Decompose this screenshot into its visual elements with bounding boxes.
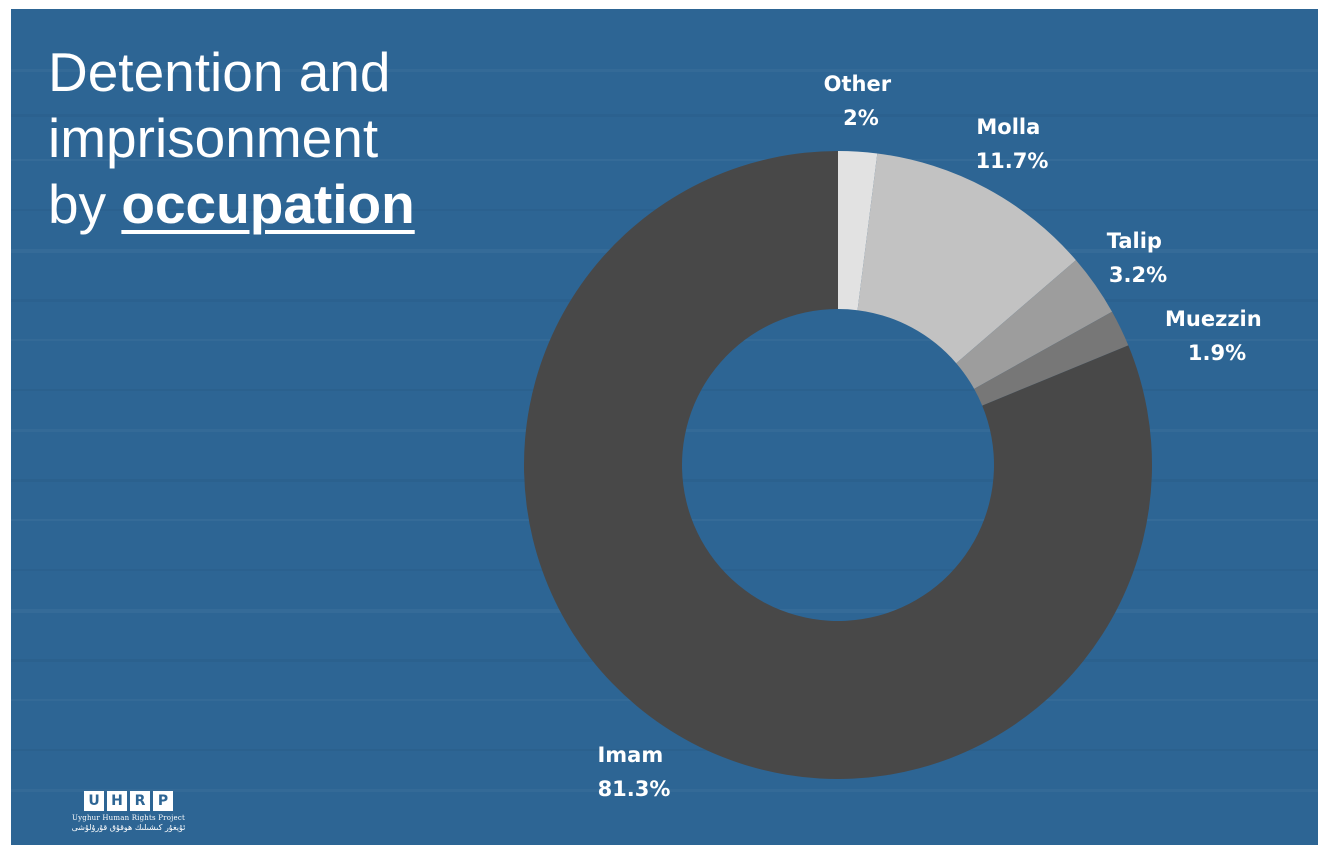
uhrp-logo: U H R P Uyghur Human Rights Project ئۇيغ…	[66, 791, 191, 832]
donut-chart: Other 2% Molla 11.7% Talip 3.2% Muezzin …	[524, 72, 1269, 801]
slice-imam	[524, 151, 1152, 779]
label-other-name: Other	[824, 72, 892, 96]
title-prefix: by	[48, 173, 122, 235]
label-other: Other 2%	[824, 72, 899, 130]
title-emphasis: occupation	[121, 173, 415, 235]
logo-letter-p: P	[153, 791, 173, 811]
slice-talip	[956, 260, 1113, 389]
label-muezzin-name: Muezzin	[1165, 307, 1262, 331]
slice-labels: Other 2% Molla 11.7% Talip 3.2% Muezzin …	[597, 72, 1269, 801]
logo-letter-u: U	[84, 791, 104, 811]
label-molla: Molla 11.7%	[976, 115, 1049, 173]
slice-muezzin	[974, 311, 1129, 406]
label-talip: Talip 3.2%	[1107, 229, 1170, 287]
logo-letter-boxes: U H R P	[66, 791, 191, 811]
label-other-value: 2%	[843, 106, 879, 130]
label-imam-value: 81.3%	[598, 777, 671, 801]
logo-org-name-uyghur: ئۇيغۇر كىشىلىك ھوقۇق قۇرۇلۇشى	[71, 823, 186, 832]
label-muezzin: Muezzin 1.9%	[1165, 307, 1269, 365]
infographic-canvas: Detention and imprisonment by occupation…	[11, 9, 1318, 845]
slice-other	[838, 151, 878, 311]
label-talip-name: Talip	[1107, 229, 1162, 253]
logo-org-name: Uyghur Human Rights Project	[72, 814, 185, 822]
slice-molla	[857, 153, 1076, 364]
donut-slices	[524, 151, 1152, 779]
title-line-1: Detention and	[48, 41, 391, 103]
title-line-2: imprisonment	[48, 107, 379, 169]
title-line-3: by occupation	[48, 171, 415, 237]
logo-letter-r: R	[130, 791, 150, 811]
logo-letter-h: H	[107, 791, 127, 811]
label-imam: Imam 81.3%	[597, 743, 670, 801]
label-molla-name: Molla	[976, 115, 1040, 139]
label-imam-name: Imam	[597, 743, 663, 767]
chart-title: Detention and imprisonment by occupation	[48, 39, 415, 237]
label-talip-value: 3.2%	[1109, 263, 1167, 287]
label-molla-value: 11.7%	[976, 149, 1049, 173]
label-muezzin-value: 1.9%	[1188, 341, 1246, 365]
